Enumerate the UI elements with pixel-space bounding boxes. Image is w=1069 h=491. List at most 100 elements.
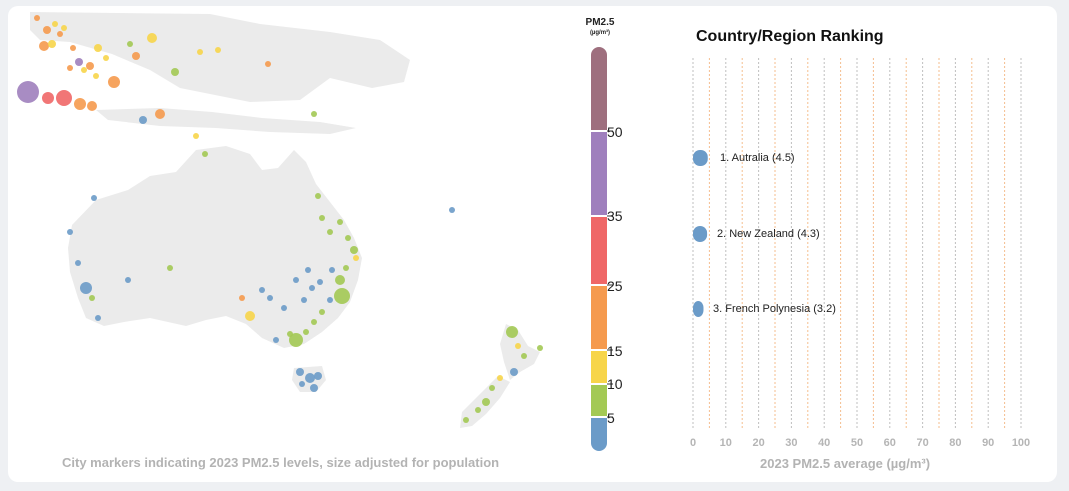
city-marker-52 bbox=[337, 219, 343, 225]
legend-band-5-10 bbox=[591, 384, 607, 417]
city-marker-83 bbox=[305, 267, 311, 273]
legend-unit: (µg/m³) bbox=[589, 30, 611, 36]
x-tick-label-60: 60 bbox=[883, 437, 896, 449]
x-axis-title: 2023 PM2.5 average (µg/m³) bbox=[760, 456, 931, 471]
city-marker-49 bbox=[315, 193, 321, 199]
city-marker-70 bbox=[506, 326, 518, 338]
city-marker-78 bbox=[475, 407, 481, 413]
city-marker-1 bbox=[43, 26, 51, 34]
city-marker-17 bbox=[81, 67, 87, 73]
city-marker-41 bbox=[239, 295, 245, 301]
city-marker-18 bbox=[93, 73, 99, 79]
city-marker-47 bbox=[301, 297, 307, 303]
city-marker-2 bbox=[52, 21, 58, 27]
city-marker-51 bbox=[327, 229, 333, 235]
city-marker-24 bbox=[139, 116, 147, 124]
ranking-bar-3 bbox=[693, 301, 704, 317]
city-marker-69 bbox=[449, 207, 455, 213]
city-marker-42 bbox=[245, 311, 255, 321]
city-marker-35 bbox=[75, 260, 81, 266]
city-marker-73 bbox=[510, 368, 518, 376]
ranking-title: Country/Region Ranking bbox=[696, 28, 884, 45]
city-marker-67 bbox=[310, 384, 318, 392]
city-marker-26 bbox=[171, 68, 179, 76]
city-marker-71 bbox=[515, 343, 521, 349]
legend-tick-label-10: 10 bbox=[607, 376, 623, 392]
map[interactable] bbox=[17, 12, 543, 428]
rank-label-1: 1. Autralia (4.5) bbox=[720, 152, 795, 164]
city-marker-7 bbox=[70, 45, 76, 51]
city-marker-33 bbox=[91, 195, 97, 201]
city-marker-57 bbox=[334, 288, 350, 304]
city-marker-54 bbox=[350, 246, 358, 254]
city-marker-81 bbox=[329, 267, 335, 273]
x-tick-label-70: 70 bbox=[916, 437, 929, 449]
city-marker-48 bbox=[309, 285, 315, 291]
city-marker-43 bbox=[259, 287, 265, 293]
city-marker-9 bbox=[86, 62, 94, 70]
city-marker-63 bbox=[273, 337, 279, 343]
legend-tick-label-15: 15 bbox=[607, 343, 623, 359]
map-caption: City markers indicating 2023 PM2.5 level… bbox=[62, 455, 500, 470]
city-marker-40 bbox=[167, 265, 173, 271]
legend-band-35-50 bbox=[591, 131, 607, 216]
city-marker-76 bbox=[489, 385, 495, 391]
city-markers[interactable] bbox=[17, 15, 543, 423]
city-marker-21 bbox=[56, 90, 72, 106]
city-marker-68 bbox=[299, 381, 305, 387]
city-marker-62 bbox=[287, 331, 293, 337]
city-marker-60 bbox=[311, 319, 317, 325]
city-marker-79 bbox=[463, 417, 469, 423]
city-marker-36 bbox=[80, 282, 92, 294]
city-marker-8 bbox=[75, 58, 83, 66]
city-marker-31 bbox=[193, 133, 199, 139]
legend-band-10-15 bbox=[591, 350, 607, 384]
city-marker-13 bbox=[127, 41, 133, 47]
city-marker-14 bbox=[132, 52, 140, 60]
city-marker-61 bbox=[303, 329, 309, 335]
x-tick-label-100: 100 bbox=[1011, 437, 1031, 449]
x-tick-label-20: 20 bbox=[752, 437, 765, 449]
city-marker-45 bbox=[281, 305, 287, 311]
city-marker-23 bbox=[87, 101, 97, 111]
x-tick-label-30: 30 bbox=[785, 437, 798, 449]
city-marker-12 bbox=[108, 76, 120, 88]
city-marker-82 bbox=[317, 279, 323, 285]
city-marker-19 bbox=[17, 81, 39, 103]
city-marker-74 bbox=[537, 345, 543, 351]
city-marker-44 bbox=[267, 295, 273, 301]
city-marker-53 bbox=[345, 235, 351, 241]
city-marker-80 bbox=[353, 255, 359, 261]
rank-label-2: 2. New Zealand (4.3) bbox=[717, 228, 820, 240]
city-marker-10 bbox=[94, 44, 102, 52]
x-tick-label-40: 40 bbox=[818, 437, 831, 449]
x-tick-label-80: 80 bbox=[949, 437, 962, 449]
city-marker-72 bbox=[521, 353, 527, 359]
pm25-color-legend bbox=[591, 47, 613, 451]
city-marker-25 bbox=[155, 109, 165, 119]
legend-band-0-5 bbox=[591, 417, 607, 451]
x-tick-label-50: 50 bbox=[850, 437, 864, 449]
city-marker-39 bbox=[125, 277, 131, 283]
city-marker-59 bbox=[319, 309, 325, 315]
legend-title: PM2.5 bbox=[585, 17, 615, 28]
legend-band-15-25 bbox=[591, 285, 607, 350]
city-marker-37 bbox=[89, 295, 95, 301]
ranking-bar-2 bbox=[693, 226, 708, 242]
city-marker-50 bbox=[319, 215, 325, 221]
city-marker-75 bbox=[497, 375, 503, 381]
city-marker-28 bbox=[215, 47, 221, 53]
city-marker-0 bbox=[34, 15, 40, 21]
land-australia bbox=[68, 146, 362, 348]
land-new-zealand-north bbox=[500, 324, 540, 380]
legend-bands bbox=[591, 47, 607, 451]
city-marker-55 bbox=[343, 265, 349, 271]
ranking-bar-1 bbox=[693, 150, 708, 166]
city-marker-32 bbox=[202, 151, 208, 157]
city-marker-84 bbox=[293, 277, 299, 283]
land-indonesia bbox=[96, 108, 356, 134]
city-marker-30 bbox=[311, 111, 317, 117]
city-marker-29 bbox=[265, 61, 271, 67]
legend-tick-label-50: 50 bbox=[607, 124, 623, 140]
